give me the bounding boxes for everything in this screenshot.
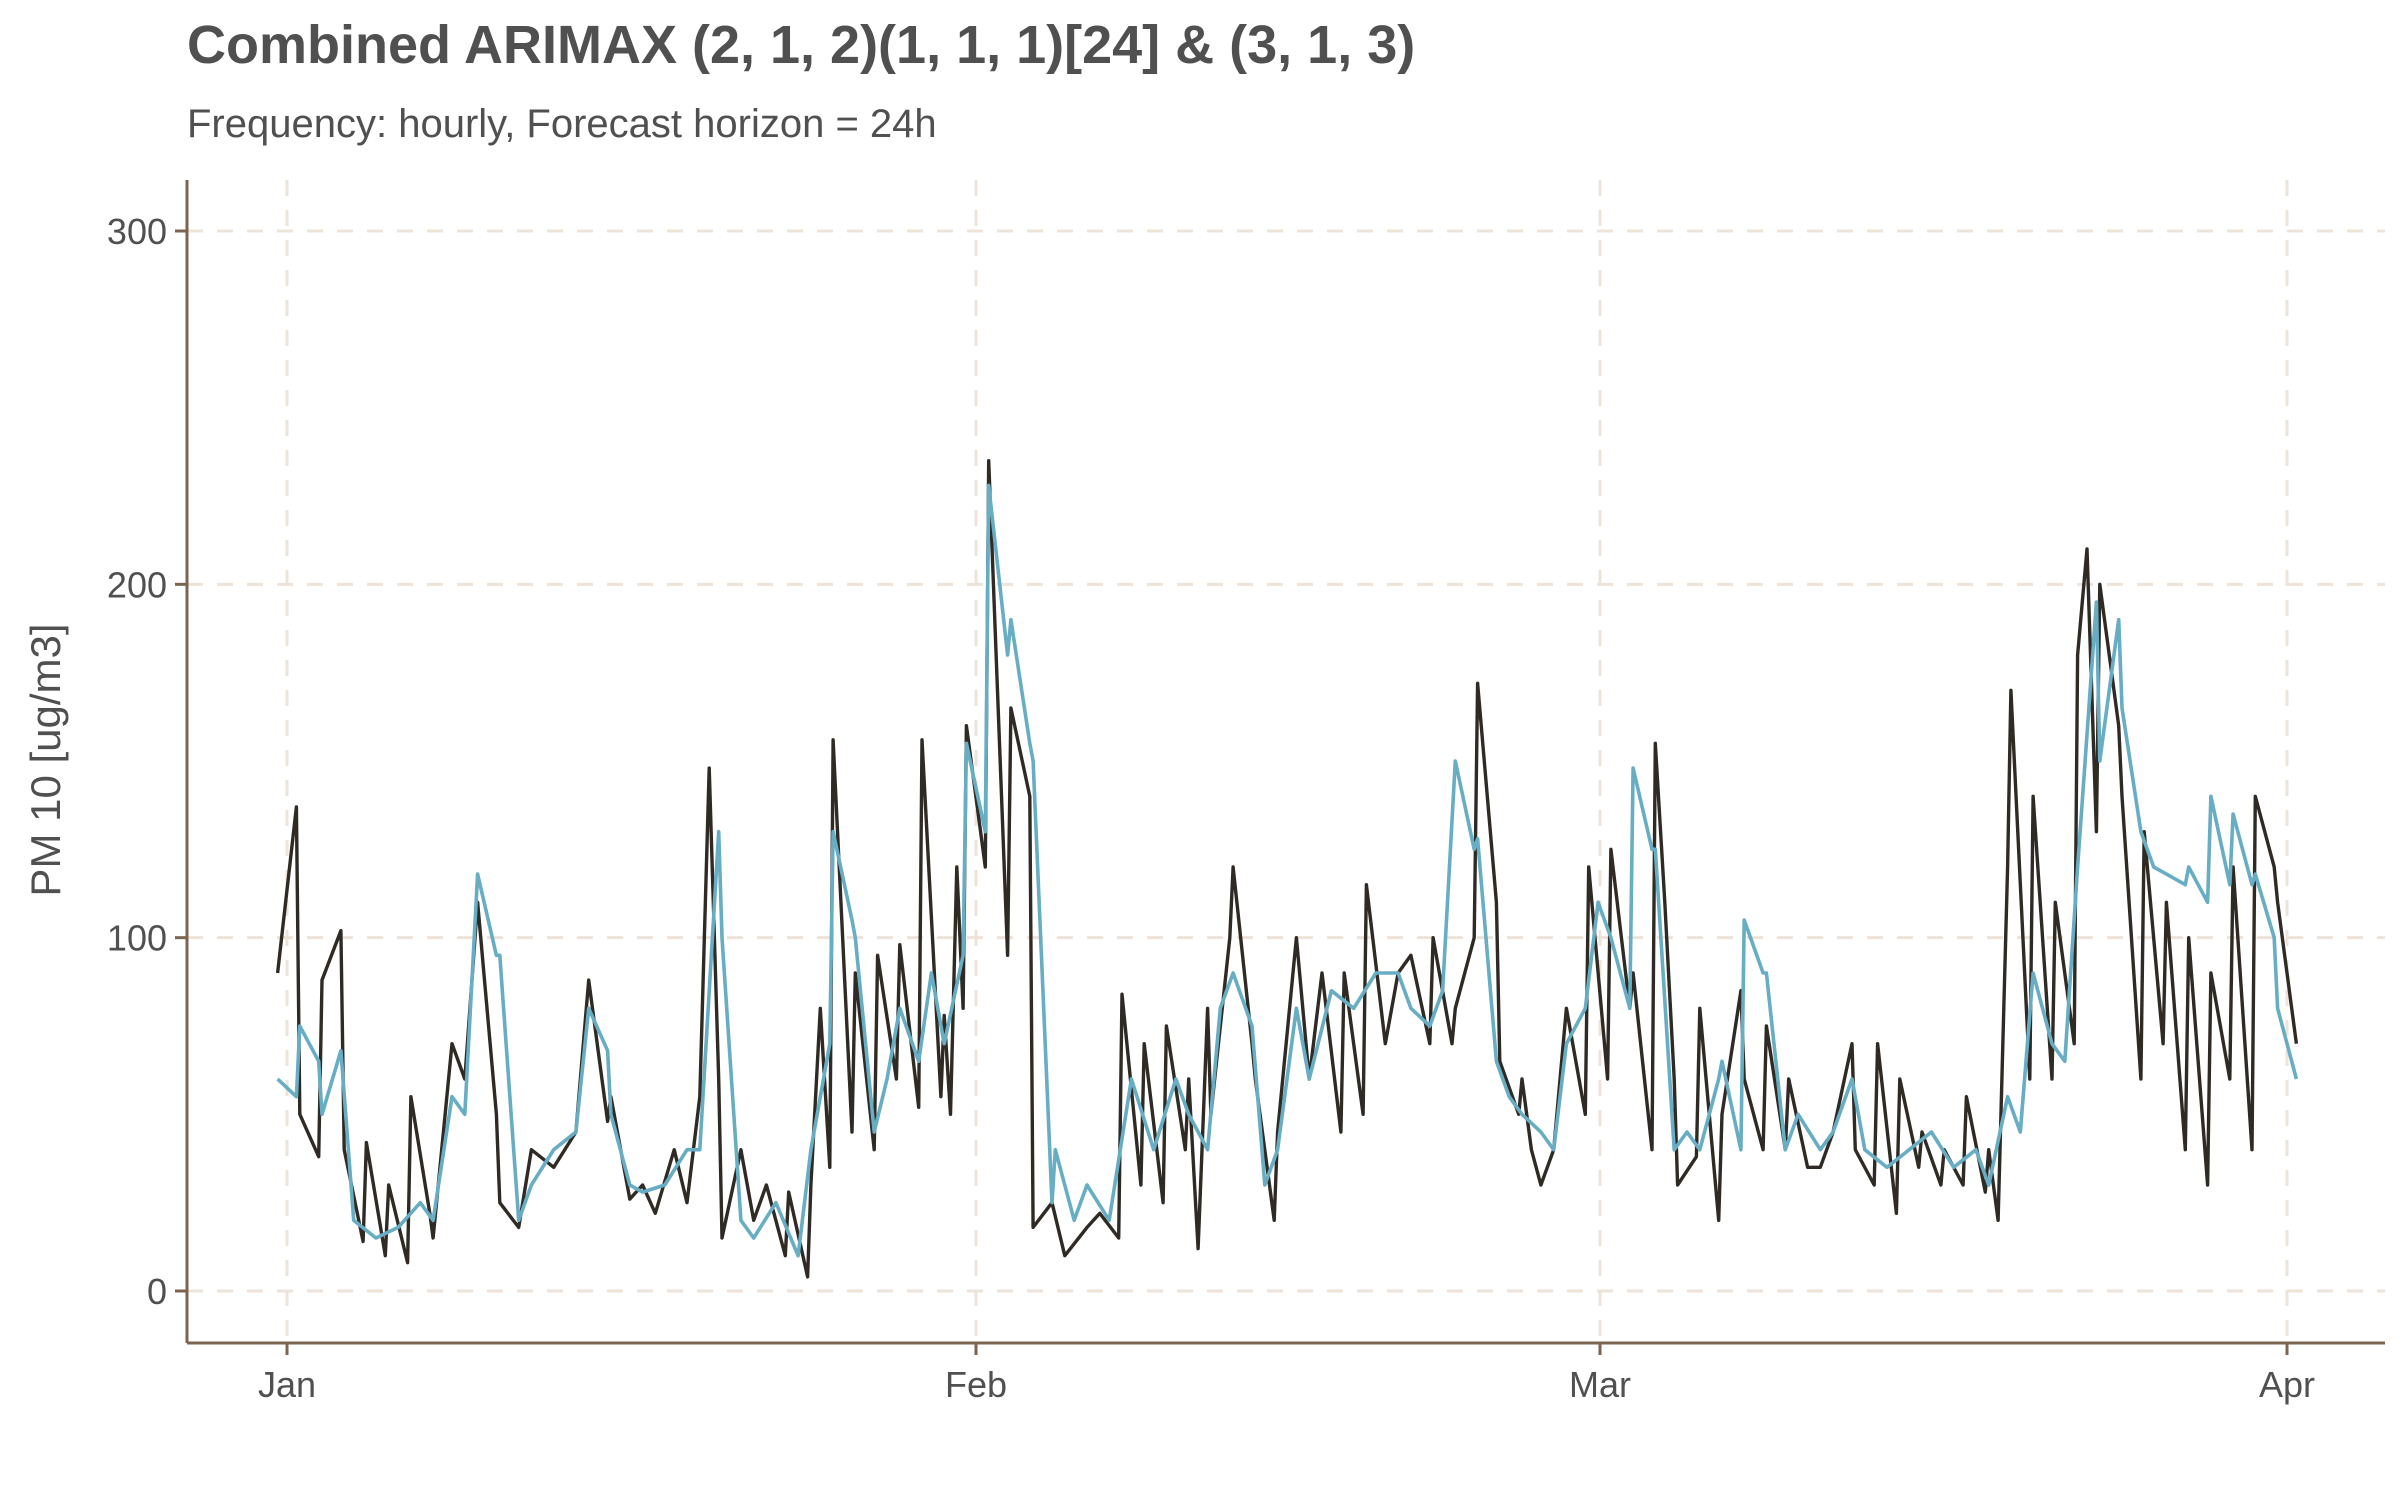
x-tick-label: Feb [945,1364,1007,1405]
y-tick-label: 100 [107,918,167,959]
observed-series-line [275,459,2299,1279]
grid-lines [187,180,2385,1343]
x-tick-label: Mar [1569,1364,1631,1405]
y-tick-label: 200 [107,564,167,605]
axes [185,180,2385,1345]
x-tick-label: Apr [2259,1364,2315,1405]
y-axis-label: PM 10 [ug/m3] [22,623,69,896]
chart-title: Combined ARIMAX (2, 1, 2)(1, 1, 1)[24] &… [187,15,1416,75]
forecast-series-line [276,483,2299,1258]
x-tick-label: Jan [258,1364,316,1405]
chart-subtitle: Frequency: hourly, Forecast horizon = 24… [187,102,937,146]
series-layer [275,459,2299,1279]
y-tick-label: 0 [147,1271,167,1312]
tick-layer: Jan Feb Mar Apr 0 100 200 300 [107,211,2315,1405]
y-tick-label: 300 [107,211,167,252]
